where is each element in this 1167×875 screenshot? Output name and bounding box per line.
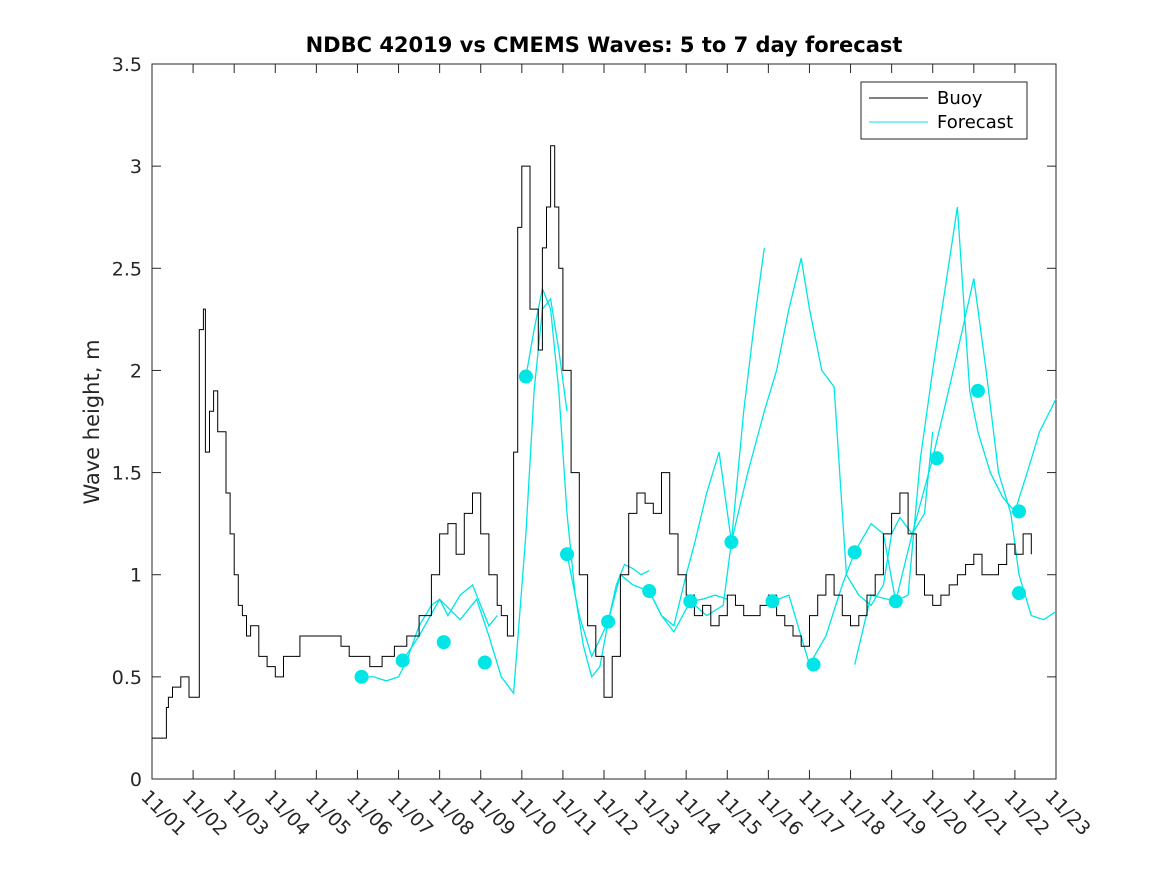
chart-title: NDBC 42019 vs CMEMS Waves: 5 to 7 day fo…: [306, 33, 903, 57]
legend-buoy-label: Buoy: [937, 88, 983, 109]
forecast-marker: [642, 584, 657, 599]
forecast-marker: [518, 369, 533, 384]
forecast-marker: [888, 594, 903, 609]
legend-box: [860, 81, 1028, 140]
y-axis-label: Wave height, m: [80, 339, 104, 504]
forecast-line: [361, 583, 498, 682]
forecast-marker: [395, 653, 410, 668]
buoy-line: [152, 145, 1032, 739]
forecast-line: [402, 297, 568, 695]
y-tick-label: 2.5: [112, 258, 142, 280]
y-tick-label: 3: [130, 156, 142, 178]
forecast-line: [854, 278, 1057, 665]
series-layer: [152, 145, 1057, 739]
forecast-marker: [1012, 504, 1027, 519]
y-axis: 0 0.5 1 1.5 2 2.5 3 3.5: [112, 54, 1056, 791]
forecast-marker: [724, 535, 739, 550]
forecast-marker: [601, 614, 616, 629]
y-tick-label: 3.5: [112, 54, 142, 76]
forecast-marker: [683, 594, 698, 609]
forecast-marker: [806, 657, 821, 672]
y-tick-label: 1: [130, 565, 142, 587]
y-tick-label: 0.5: [112, 667, 142, 689]
forecast-marker: [1012, 586, 1027, 601]
y-tick-label: 2: [130, 360, 142, 382]
forecast-marker: [477, 655, 492, 670]
forecast-marker: [765, 594, 780, 609]
forecast-marker: [970, 383, 985, 398]
legend-forecast-label: Forecast: [937, 112, 1013, 133]
y-tick-label: 1.5: [112, 463, 142, 485]
forecast-marker: [847, 545, 862, 560]
legend: Buoy Forecast: [860, 81, 1028, 140]
forecast-line: [648, 247, 765, 627]
forecast-line: [772, 206, 1057, 667]
forecast-line: [689, 257, 934, 617]
y-tick-label: 0: [130, 769, 142, 791]
forecast-marker: [436, 635, 451, 650]
forecast-marker: [560, 547, 575, 562]
forecast-marker: [929, 451, 944, 466]
forecast-marker: [354, 669, 369, 684]
